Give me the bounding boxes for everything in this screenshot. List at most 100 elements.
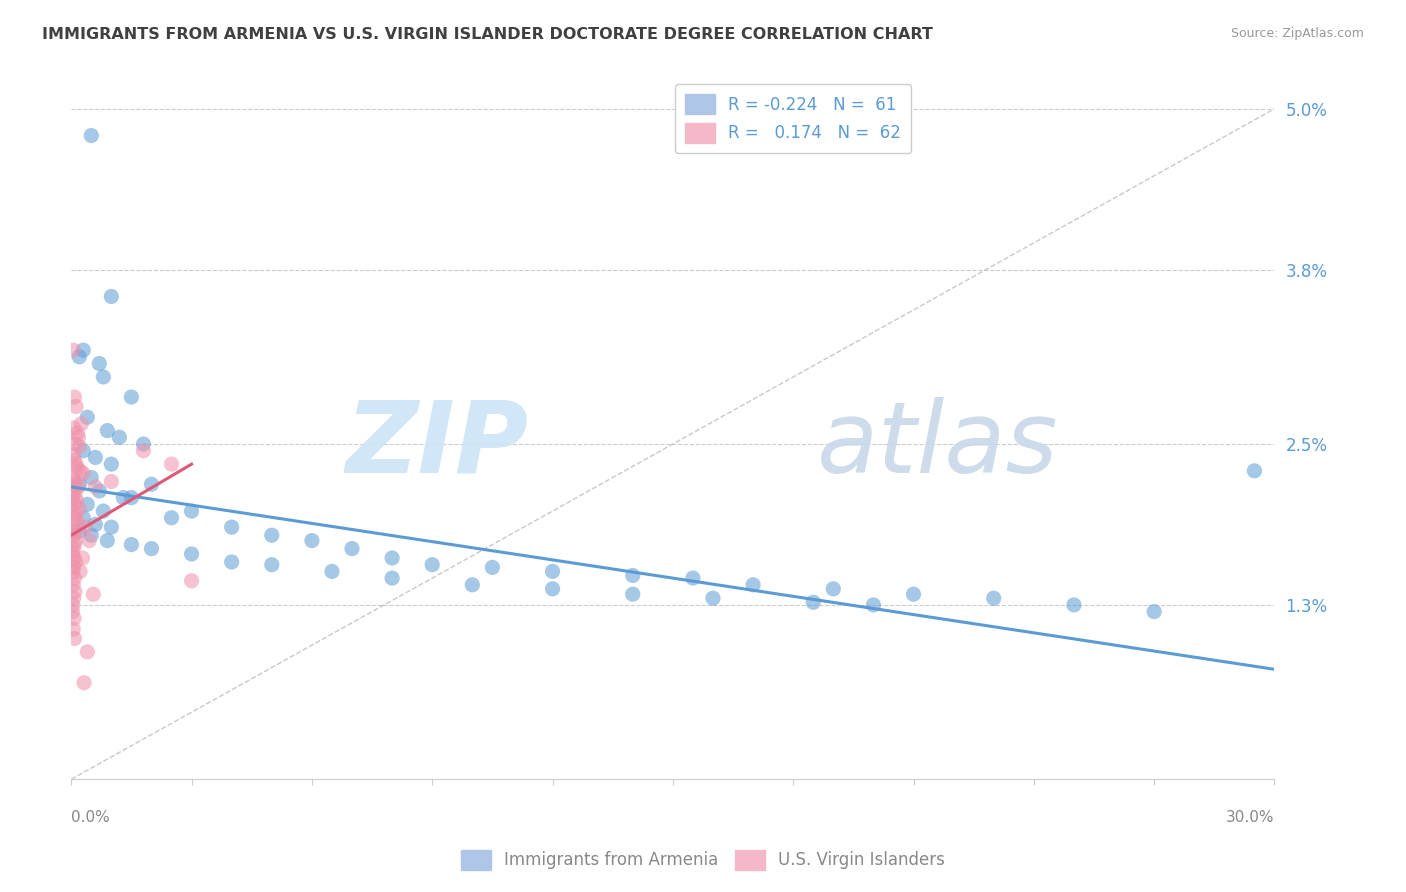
Point [903, 587, 925, 601]
Point [67, 480, 90, 494]
Point [621, 587, 644, 601]
Point [63, 538, 86, 552]
Point [823, 582, 845, 596]
Point [1243, 464, 1265, 478]
Point [702, 591, 724, 606]
Point [221, 555, 243, 569]
Point [100, 457, 122, 471]
Point [72, 467, 94, 481]
Point [82, 587, 104, 601]
Point [76, 497, 98, 511]
Point [1063, 598, 1085, 612]
Point [62, 560, 84, 574]
Point [63, 632, 86, 646]
Point [63, 510, 86, 524]
Point [63, 611, 86, 625]
Point [62, 541, 84, 556]
Point [63, 571, 86, 585]
Point [62, 470, 84, 484]
Point [340, 541, 363, 556]
Point [62, 547, 84, 561]
Point [742, 578, 765, 592]
Legend: R = -0.224   N =  61, R =   0.174   N =  62: R = -0.224 N = 61, R = 0.174 N = 62 [675, 84, 911, 153]
Point [70, 417, 93, 431]
Point [67, 350, 90, 364]
Point [321, 565, 343, 579]
Point [62, 483, 84, 498]
Point [120, 491, 142, 505]
Point [62, 598, 84, 612]
Point [62, 528, 84, 542]
Point [67, 477, 90, 491]
Point [141, 541, 163, 556]
Point [63, 488, 86, 502]
Point [65, 493, 87, 508]
Text: atlas: atlas [817, 397, 1059, 493]
Point [100, 289, 122, 303]
Point [62, 591, 84, 606]
Point [66, 461, 89, 475]
Point [65, 533, 87, 548]
Text: ZIP: ZIP [346, 397, 529, 493]
Point [62, 520, 84, 534]
Point [461, 578, 484, 592]
Point [62, 605, 84, 619]
Point [66, 426, 89, 441]
Text: IMMIGRANTS FROM ARMENIA VS U.S. VIRGIN ISLANDER DOCTORATE DEGREE CORRELATION CHA: IMMIGRANTS FROM ARMENIA VS U.S. VIRGIN I… [42, 27, 934, 42]
Point [69, 565, 91, 579]
Point [160, 510, 183, 524]
Point [132, 437, 155, 451]
Point [112, 491, 135, 505]
Text: 30.0%: 30.0% [1226, 810, 1274, 825]
Point [301, 533, 323, 548]
Point [76, 410, 98, 425]
Point [132, 443, 155, 458]
Point [65, 507, 87, 521]
Point [120, 390, 142, 404]
Text: 0.0%: 0.0% [72, 810, 110, 825]
Point [221, 520, 243, 534]
Point [84, 450, 107, 465]
Point [180, 574, 202, 588]
Point [1143, 605, 1166, 619]
Point [80, 528, 103, 542]
Point [180, 547, 202, 561]
Point [62, 578, 84, 592]
Text: Source: ZipAtlas.com: Source: ZipAtlas.com [1230, 27, 1364, 40]
Point [100, 520, 122, 534]
Point [420, 558, 443, 572]
Point [381, 551, 404, 566]
Point [62, 421, 84, 435]
Point [160, 457, 183, 471]
Point [89, 357, 111, 371]
Point [682, 571, 704, 585]
Point [67, 430, 90, 444]
Point [80, 470, 103, 484]
Point [63, 453, 86, 467]
Point [65, 400, 87, 414]
Point [84, 480, 107, 494]
Point [96, 424, 118, 438]
Point [260, 528, 283, 542]
Point [63, 551, 86, 566]
Point [481, 560, 503, 574]
Point [621, 568, 644, 582]
Point [62, 343, 84, 358]
Point [65, 477, 87, 491]
Point [79, 533, 101, 548]
Point [80, 128, 103, 143]
Point [62, 565, 84, 579]
Point [801, 595, 824, 609]
Point [541, 565, 564, 579]
Point [108, 430, 131, 444]
Point [62, 504, 84, 518]
Point [381, 571, 404, 585]
Point [541, 582, 564, 596]
Point [63, 390, 86, 404]
Point [67, 440, 90, 454]
Point [63, 524, 86, 538]
Point [69, 464, 91, 478]
Point [73, 675, 96, 690]
Point [67, 501, 90, 516]
Point [89, 483, 111, 498]
